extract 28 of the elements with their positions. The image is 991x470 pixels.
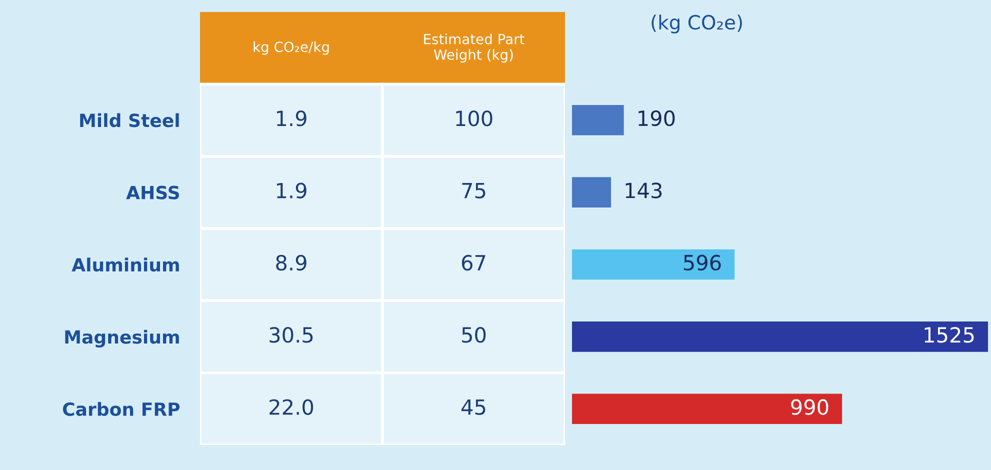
data-label: 190 [638,110,675,126]
text: 30.5 [270,327,313,343]
category-label: kg CO₂e/kg [254,41,329,55]
text: 75 [462,182,486,198]
data-label: 143 [626,182,662,198]
text: 1.9 [276,110,306,126]
bar [572,104,624,136]
y-tick-label: AHSS [126,186,180,200]
bar [572,322,988,352]
bar [572,177,612,208]
text: 67 [462,254,486,271]
y-tick-label: Magnesium [65,330,179,348]
bar [572,249,735,280]
text: 1.9 [276,182,306,198]
text: 50 [462,327,486,343]
text: 8.9 [276,254,306,271]
text: 100 [456,110,492,126]
text: 22.0 [270,399,314,415]
text: 45 [462,399,486,415]
data-label: 990 [791,399,828,415]
bar [572,394,842,424]
y-tick-label: Carbon FRP [62,402,180,416]
chart-title: (kg CO₂e) [652,14,742,34]
category-label: Estimated Part Weight (kg) [424,34,524,63]
data-label: 1525 [924,326,974,343]
y-tick-label: Mild Steel [80,113,179,128]
data-label: 596 [684,254,721,271]
y-tick-label: Aluminium [72,258,179,272]
